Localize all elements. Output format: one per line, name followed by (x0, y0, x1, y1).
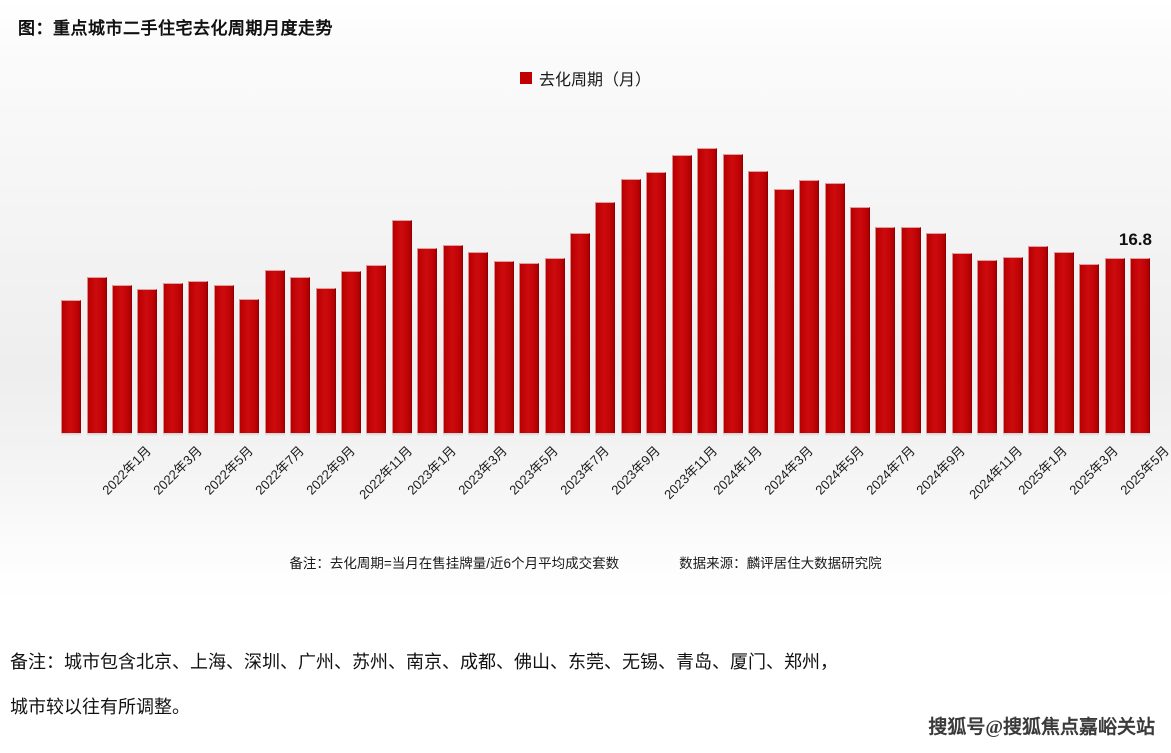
bar (213, 284, 234, 437)
watermark: 搜狐号@搜狐焦点嘉峪关站 (928, 717, 1155, 738)
x-axis-label: 2022年5月 (201, 443, 256, 498)
bar (493, 261, 514, 436)
bar (1079, 264, 1099, 436)
footnote-definition: 备注：去化周期=当月在售挂牌量/近6个月平均成交套数 (289, 556, 620, 571)
x-axis-label: 2025年3月 (1066, 443, 1121, 498)
bar (417, 247, 438, 437)
x-axis-label: 2022年1月 (99, 443, 154, 498)
bottom-note-line-2: 城市较以往有所调整。 (10, 697, 190, 717)
bar (1028, 245, 1049, 436)
bar (1129, 258, 1150, 436)
bar (315, 288, 336, 436)
bar (442, 244, 463, 436)
bar (468, 251, 489, 437)
bar (86, 276, 107, 437)
x-axis-label: 2023年5月 (506, 443, 562, 498)
bar (1104, 258, 1125, 436)
bar (111, 284, 132, 437)
bar (1002, 256, 1023, 437)
bar (722, 154, 743, 436)
x-axis-label: 2023年3月 (455, 443, 511, 498)
x-axis-label: 2024年11月 (966, 443, 1026, 503)
x-axis-label: 2023年11月 (661, 443, 721, 503)
bar (799, 180, 819, 436)
bar (875, 226, 896, 437)
bar (951, 252, 972, 437)
x-axis-label: 2022年11月 (355, 443, 415, 503)
bar (849, 207, 870, 436)
bar (137, 289, 158, 436)
chart-figure: 图：重点城市二手住宅去化周期月度走势 去化周期（月） 2022年1月 2022年3… (0, 0, 1171, 600)
bar (697, 148, 718, 436)
bar (646, 172, 667, 436)
chart-title: 图：重点城市二手住宅去化周期月度走势 (18, 19, 333, 38)
bar (977, 260, 998, 436)
x-axis-label: 2022年3月 (150, 443, 205, 498)
chart-legend: 去化周期（月） (0, 66, 1171, 90)
bar (162, 282, 183, 437)
bar (366, 265, 387, 436)
bar (595, 202, 616, 436)
x-axis-label: 2024年7月 (862, 443, 918, 498)
x-axis-label: 2024年9月 (913, 443, 969, 498)
bar (290, 276, 310, 437)
bar (824, 183, 845, 436)
x-axis-label: 2023年9月 (608, 443, 663, 498)
bar (544, 258, 565, 436)
chart-footnotes: 备注：去化周期=当月在售挂牌量/近6个月平均成交套数 数据来源：麟评居住大数据研… (0, 552, 1171, 572)
bar (900, 226, 921, 437)
bar (340, 271, 361, 436)
bar (773, 188, 794, 436)
bar (61, 300, 81, 436)
legend-swatch-icon (519, 72, 532, 84)
footnote-source: 数据来源：麟评居住大数据研究院 (679, 556, 882, 571)
x-axis-label: 2022年9月 (302, 443, 358, 498)
bar (671, 155, 692, 436)
legend-label: 去化周期（月） (538, 72, 651, 89)
x-axis-label: 2025年5月 (1117, 443, 1171, 498)
bar (1053, 251, 1074, 437)
bar (264, 270, 285, 436)
bar (748, 170, 769, 437)
bar (620, 179, 641, 436)
x-axis-label: 2023年7月 (557, 443, 612, 498)
bar (926, 233, 947, 436)
plot-area: 2022年1月 2022年3月 2022年5月 2022年7月 2022年9月 2022年… (61, 148, 1171, 503)
x-axis-label: 2024年5月 (811, 443, 867, 498)
x-axis-label: 2024年3月 (761, 443, 816, 498)
bar (188, 280, 209, 437)
last-value-label: 16.8 (1118, 229, 1152, 249)
bar (391, 219, 412, 437)
x-axis-label: 2022年7月 (252, 443, 307, 498)
bar (519, 263, 540, 436)
bottom-note: 备注：城市包含北京、上海、深圳、广州、苏州、南京、成都、佛山、东莞、无锡、青岛、… (10, 640, 1110, 730)
bottom-note-line-1: 备注：城市包含北京、上海、深圳、广州、苏州、南京、成都、佛山、东莞、无锡、青岛、… (10, 652, 838, 672)
bar (239, 299, 260, 436)
bar (570, 233, 590, 436)
